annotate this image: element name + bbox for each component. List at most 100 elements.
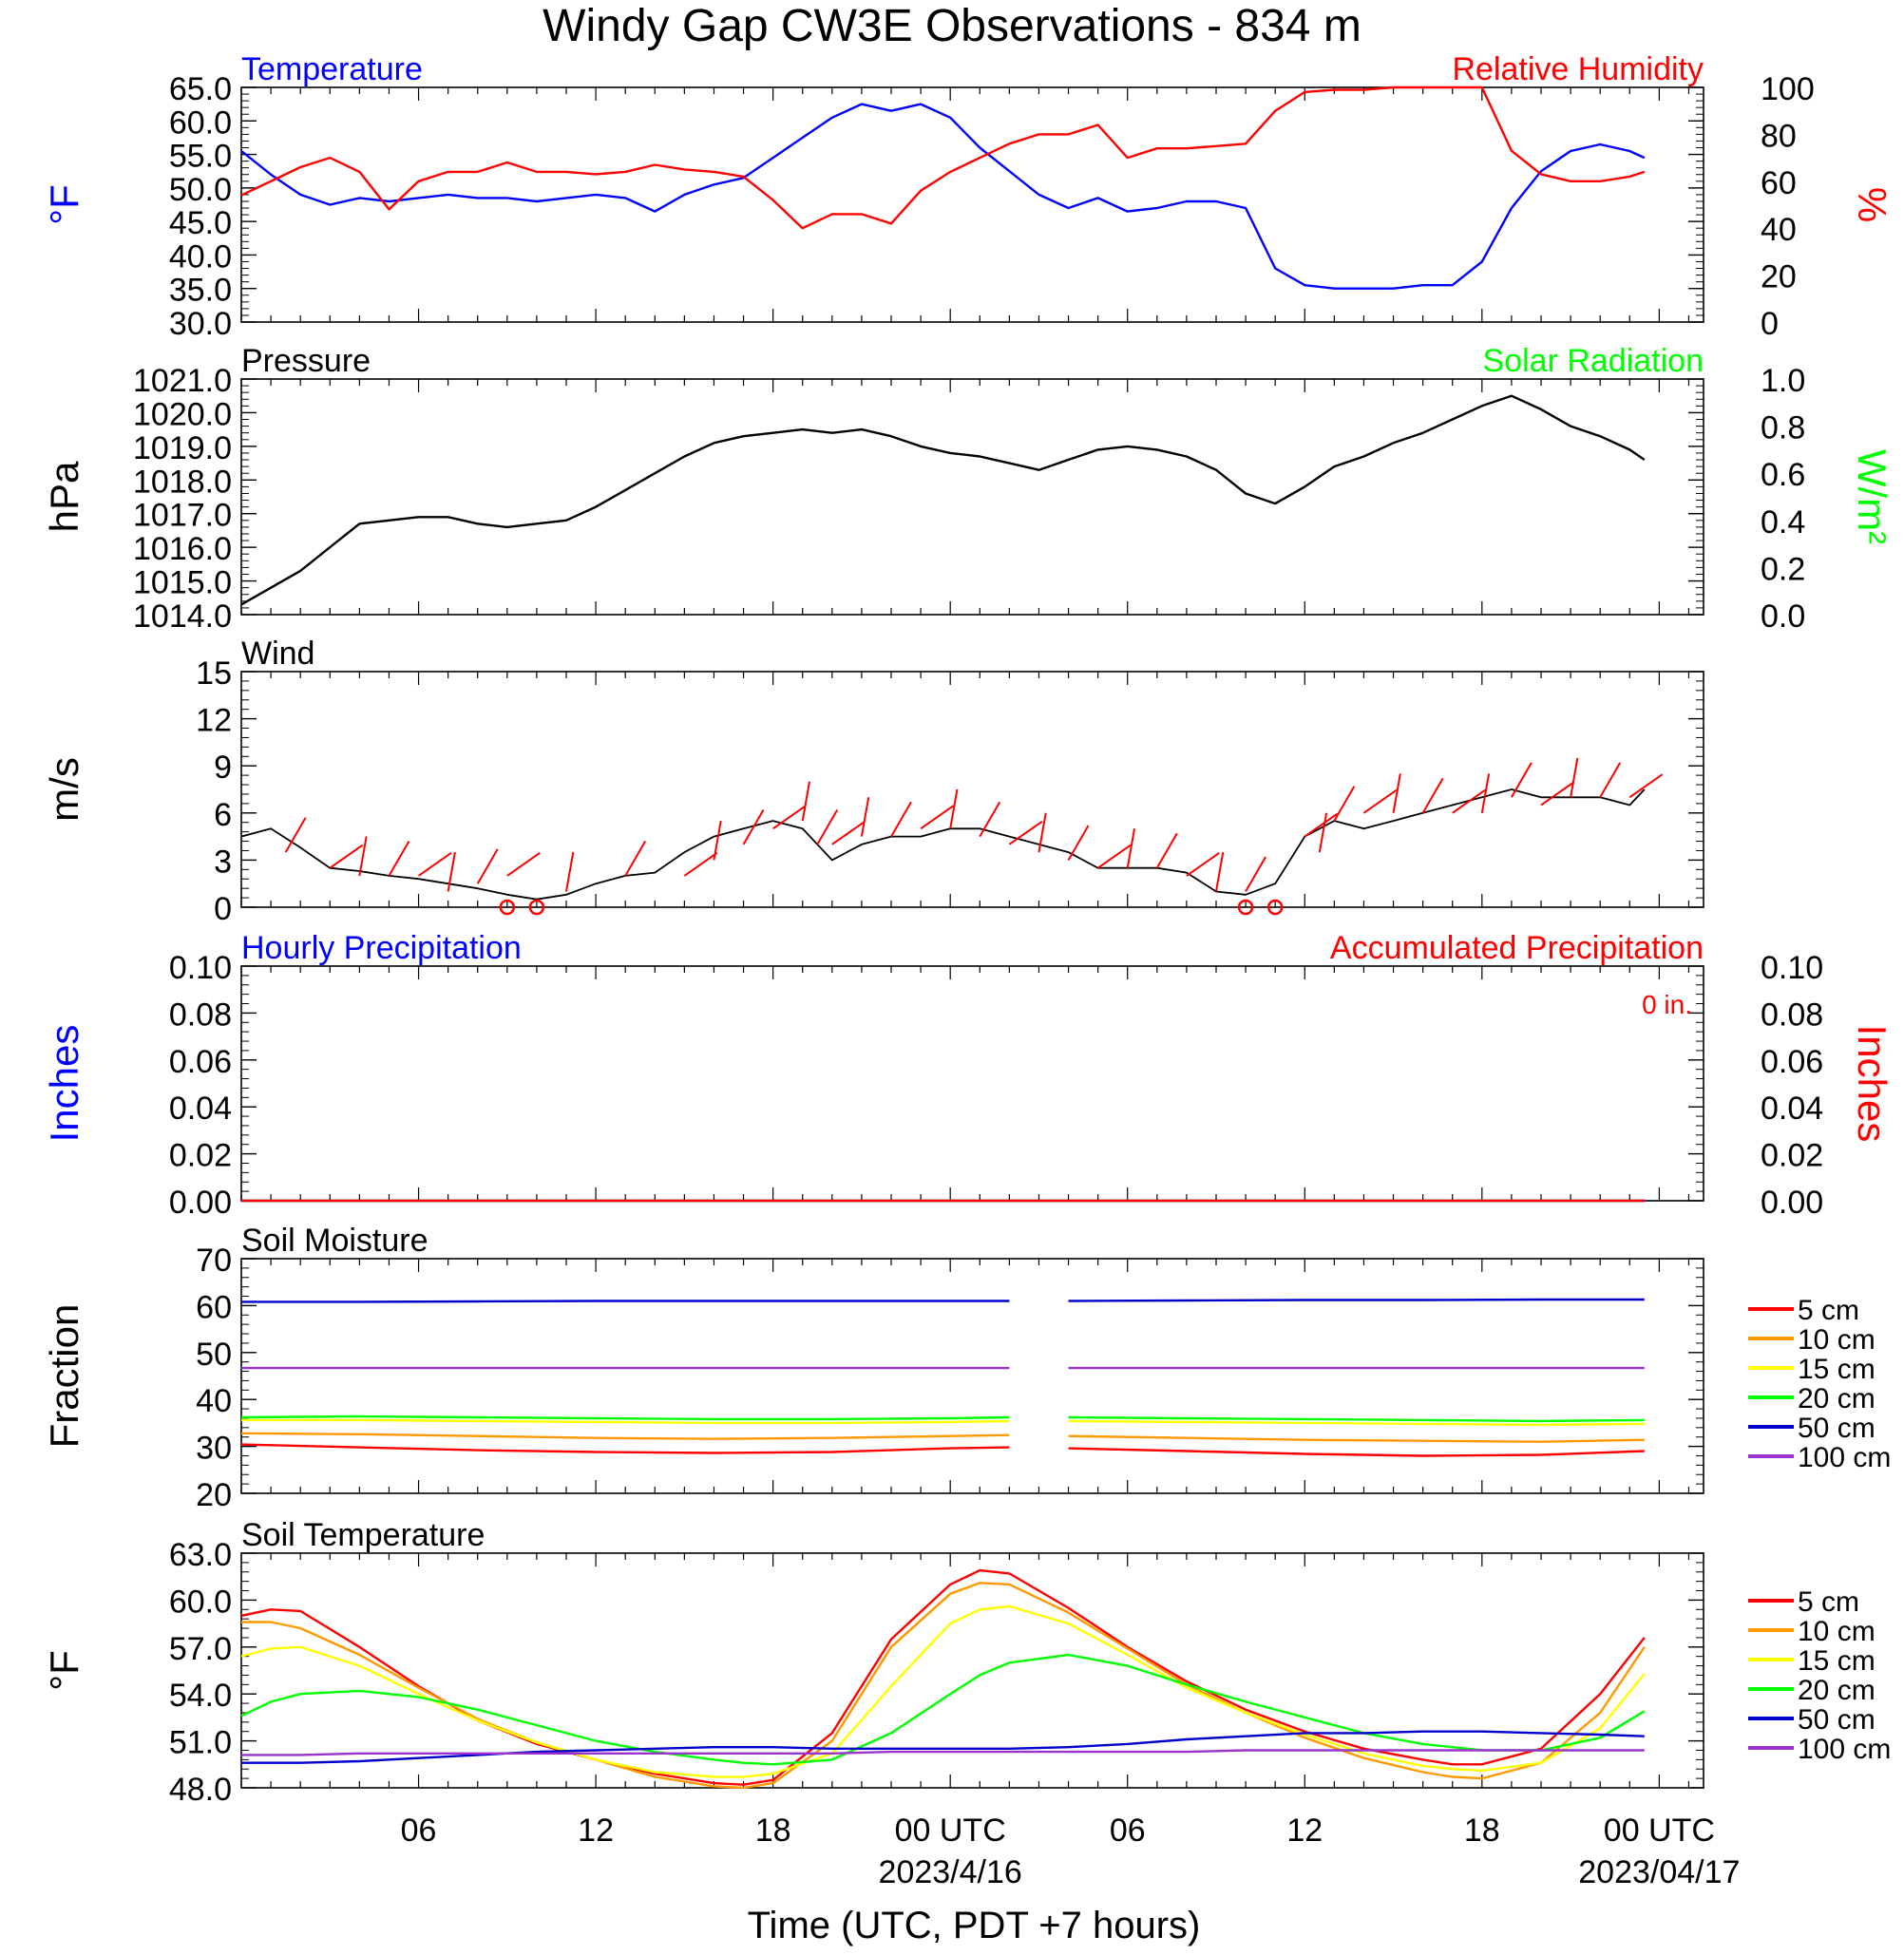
panel-pressure_solar: 1021.01020.01019.01018.01017.01016.01015… xyxy=(42,343,1894,635)
series-line-20-cm xyxy=(240,1414,1645,1423)
wind-barb xyxy=(506,852,541,877)
plot-frame xyxy=(240,86,1704,323)
y-tick-label-left: 40.0 xyxy=(169,238,232,275)
y-axis-label-left: m/s xyxy=(42,757,86,822)
y-tick-label-left: 1019.0 xyxy=(133,430,232,466)
y-tick-label-left: 48.0 xyxy=(169,1772,232,1808)
legend-label: 10 cm xyxy=(1798,1616,1875,1647)
panel-title-left: Soil Moisture xyxy=(241,1223,428,1259)
y-tick-label-left: 1018.0 xyxy=(133,464,232,500)
wind-barb xyxy=(1511,762,1533,798)
y-tick-label-left: 55.0 xyxy=(169,139,232,175)
wind-barb xyxy=(447,851,456,892)
y-axis-label-left: Inches xyxy=(42,1025,86,1143)
wind-barb xyxy=(358,836,368,877)
y-tick-label-left: 1020.0 xyxy=(133,396,232,432)
series-line-50-cm xyxy=(241,1298,1645,1303)
legend-label: 5 cm xyxy=(1798,1586,1859,1618)
panels-group: 65.060.055.050.045.040.035.030.010080604… xyxy=(42,51,1894,1808)
y-tick-label-right: 0.8 xyxy=(1761,410,1805,446)
series-line-pressure xyxy=(240,394,1646,606)
x-tick-label: 12 xyxy=(1286,1813,1323,1849)
x-tick-label: 00 UTC xyxy=(895,1813,1006,1849)
y-tick-label-left: 30 xyxy=(196,1431,232,1467)
wind-barb xyxy=(417,852,452,877)
series-line-100-cm xyxy=(241,1749,1645,1756)
wind-barb xyxy=(1155,832,1178,869)
wind-barb xyxy=(772,805,807,830)
series-line-15-cm xyxy=(240,1604,1646,1778)
panel-title-left: Hourly Precipitation xyxy=(241,930,522,966)
legend-label: 10 cm xyxy=(1798,1324,1875,1356)
wind-barb xyxy=(1186,852,1220,877)
y-axis-label-right: % xyxy=(1850,187,1894,222)
y-tick-label-right: 0.04 xyxy=(1761,1091,1823,1127)
wind-barb xyxy=(831,820,866,845)
y-tick-label-left: 0 xyxy=(214,891,232,927)
wind-barb xyxy=(388,841,410,877)
panel-title-left: Temperature xyxy=(241,51,423,87)
plot-frame xyxy=(240,671,1704,908)
x-tick-label: 12 xyxy=(578,1813,614,1849)
y-tick-label-left: 65.0 xyxy=(169,71,232,107)
x-tick-label: 18 xyxy=(755,1813,791,1849)
y-tick-label-left: 45.0 xyxy=(169,205,232,241)
legend-label: 15 cm xyxy=(1798,1354,1875,1385)
date-label: 2023/4/16 xyxy=(879,1854,1022,1890)
series-line-temperature xyxy=(240,103,1646,290)
y-tick-label-left: 1015.0 xyxy=(133,565,232,601)
wind-barb xyxy=(1038,812,1047,853)
y-tick-label-left: 1014.0 xyxy=(133,598,232,635)
calm-wind-marker xyxy=(499,899,516,916)
wind-barb xyxy=(284,817,307,853)
wind-barb xyxy=(801,781,811,822)
x-tick-label: 06 xyxy=(401,1813,437,1849)
wind-barb xyxy=(1540,781,1574,807)
wind-barb xyxy=(1599,762,1622,798)
y-tick-label-left: 50 xyxy=(196,1337,232,1373)
panel-title-left: Soil Temperature xyxy=(241,1517,485,1553)
y-tick-label-left: 60 xyxy=(196,1289,232,1325)
wind-barb xyxy=(1304,812,1339,838)
y-axis-label-left: °F xyxy=(42,184,86,224)
y-tick-label-left: 57.0 xyxy=(169,1631,232,1667)
y-tick-label-right: 100 xyxy=(1761,71,1815,107)
y-tick-label-left: 0.08 xyxy=(169,996,232,1033)
y-tick-label-left: 20 xyxy=(196,1477,232,1513)
wind-barb xyxy=(713,820,722,861)
plot-frame xyxy=(240,378,1704,616)
panel-wind: 15 12 9 6 3 0 Wind m/s xyxy=(42,636,1704,927)
series-line-10-cm xyxy=(240,1432,1645,1443)
wind-barb xyxy=(329,844,364,869)
wind-barb xyxy=(742,808,765,845)
y-tick-label-left: 60.0 xyxy=(169,104,232,141)
series-line-15-cm xyxy=(241,1418,1645,1427)
panel-title-left: Wind xyxy=(241,636,314,672)
x-tick-label: 18 xyxy=(1464,1813,1500,1849)
wind-barb xyxy=(1628,773,1664,799)
y-tick-label-right: 0.06 xyxy=(1761,1044,1823,1080)
y-tick-label-left: 1017.0 xyxy=(133,498,232,534)
x-axis-label: Time (UTC, PDT +7 hours) xyxy=(748,1905,1201,1946)
calm-wind-marker xyxy=(1266,899,1284,916)
y-tick-label-right: 1.0 xyxy=(1761,363,1805,399)
panel-title-right: Accumulated Precipitation xyxy=(1330,930,1704,966)
y-tick-label-right: 0.6 xyxy=(1761,457,1805,493)
y-tick-label-right: 0.10 xyxy=(1761,950,1823,986)
legend-label: 50 cm xyxy=(1798,1413,1875,1444)
wind-barb xyxy=(949,788,959,829)
y-tick-label-left: 1021.0 xyxy=(133,363,232,399)
wind-barb xyxy=(565,851,575,892)
legend-label: 100 cm xyxy=(1798,1734,1891,1765)
x-axis: 06 12 18 00 UTC 06 12 18 00 UTC 2023/4/16 2023/04… xyxy=(401,1813,1741,1890)
panel-soil_temp: 63.0 60.0 57.0 54.0 51.0 48.0 Soil Temperature… xyxy=(42,1517,1891,1808)
wind-barb xyxy=(1245,856,1266,892)
wind-barb xyxy=(1570,757,1579,798)
y-tick-label-right: 0.08 xyxy=(1761,996,1823,1033)
wind-barb xyxy=(683,852,718,877)
y-axis-label-right: Inches xyxy=(1850,1025,1894,1143)
panel-title-right: Solar Radiation xyxy=(1483,343,1704,379)
